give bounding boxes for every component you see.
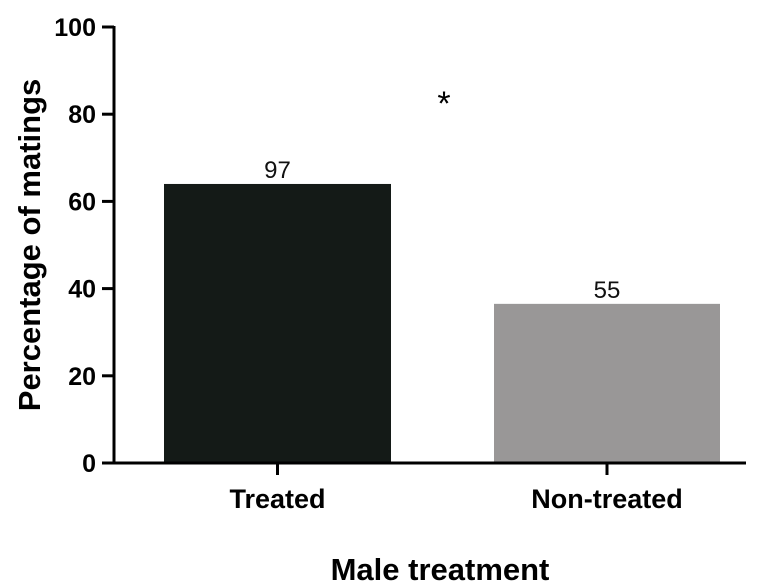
significance-asterisk: * <box>437 85 450 123</box>
x-tick-label-treated: Treated <box>229 484 325 514</box>
y-tick-label-80: 80 <box>68 101 96 129</box>
y-tick-label-60: 60 <box>68 188 96 216</box>
y-tick-label-100: 100 <box>54 14 96 42</box>
y-axis: 0 20 40 60 80 100 <box>54 14 116 478</box>
data-label-treated: 97 <box>264 157 291 184</box>
annotations: * <box>437 85 450 123</box>
data-label-non-treated: 55 <box>594 277 621 304</box>
bars: 97 55 <box>164 157 720 463</box>
bar-non-treated <box>494 303 720 463</box>
y-axis-title: Percentage of matings <box>12 79 47 411</box>
y-tick-label-40: 40 <box>68 276 96 304</box>
y-tick-label-20: 20 <box>68 363 96 391</box>
x-axis: Treated Non-treated <box>112 461 746 514</box>
x-axis-title: Male treatment <box>331 552 550 587</box>
bar-treated <box>164 183 391 463</box>
x-tick-label-non-treated: Non-treated <box>531 484 683 514</box>
x-ticks: Treated Non-treated <box>229 463 683 514</box>
y-ticks: 0 20 40 60 80 100 <box>54 14 114 478</box>
y-tick-label-0: 0 <box>82 450 96 478</box>
